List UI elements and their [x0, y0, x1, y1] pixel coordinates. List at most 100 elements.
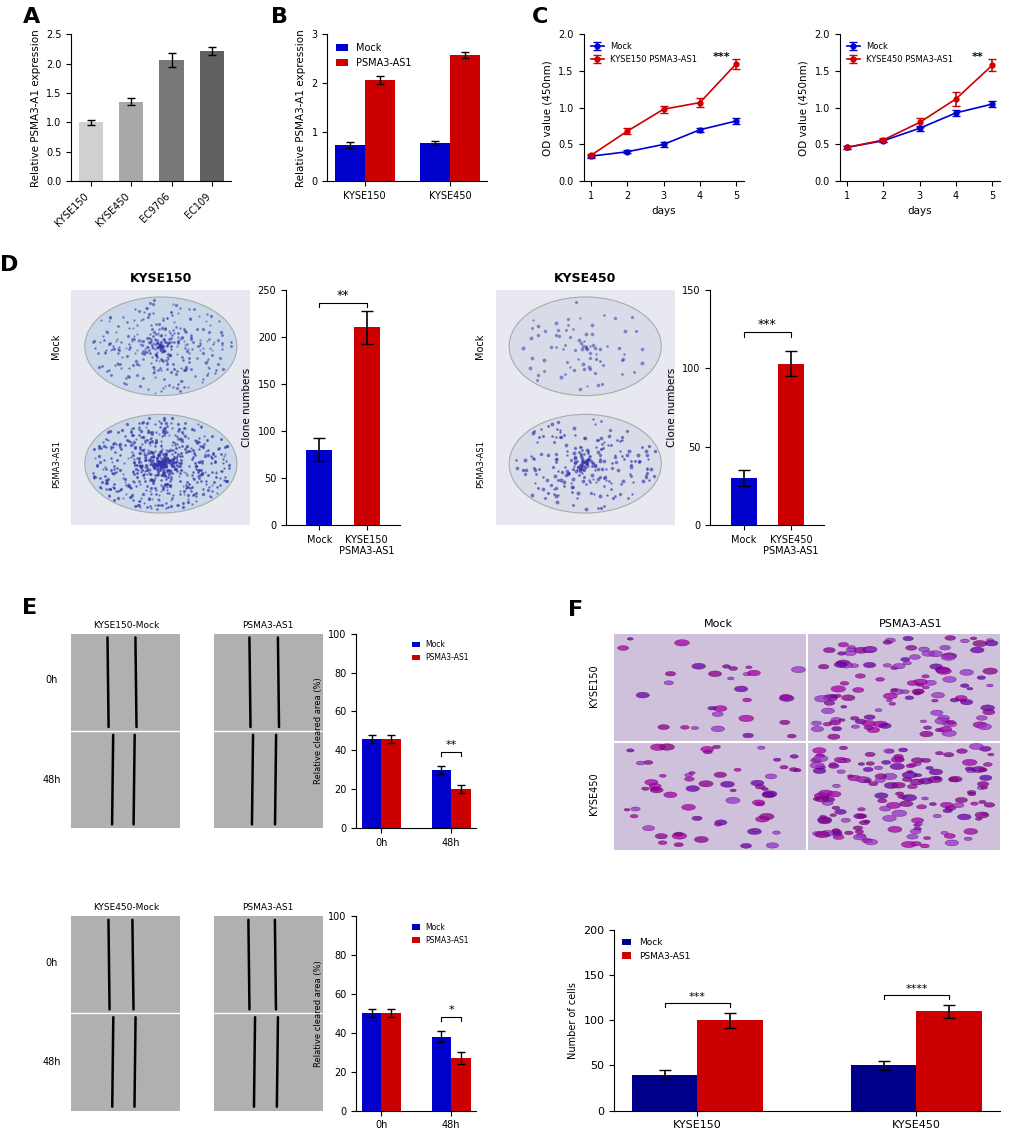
- Ellipse shape: [901, 842, 915, 847]
- Ellipse shape: [721, 665, 730, 669]
- Ellipse shape: [986, 753, 994, 756]
- Ellipse shape: [935, 668, 951, 674]
- Ellipse shape: [852, 826, 862, 830]
- Ellipse shape: [913, 692, 920, 695]
- Ellipse shape: [822, 722, 830, 726]
- Bar: [431, 769, 450, 828]
- Ellipse shape: [940, 831, 948, 835]
- Ellipse shape: [874, 779, 884, 782]
- Ellipse shape: [648, 783, 660, 789]
- Ellipse shape: [914, 689, 923, 693]
- FancyBboxPatch shape: [806, 742, 999, 851]
- Ellipse shape: [959, 698, 965, 702]
- Ellipse shape: [630, 814, 637, 818]
- Ellipse shape: [814, 831, 828, 838]
- FancyBboxPatch shape: [613, 633, 806, 742]
- Ellipse shape: [894, 757, 903, 761]
- Ellipse shape: [918, 777, 932, 784]
- Ellipse shape: [747, 670, 760, 676]
- Ellipse shape: [929, 664, 942, 669]
- Ellipse shape: [944, 635, 955, 640]
- Ellipse shape: [626, 749, 634, 752]
- Ellipse shape: [813, 792, 828, 799]
- Ellipse shape: [900, 689, 908, 694]
- Ellipse shape: [862, 662, 875, 668]
- Ellipse shape: [752, 800, 764, 805]
- Ellipse shape: [913, 827, 920, 830]
- Text: KYSE450: KYSE450: [553, 273, 615, 285]
- Ellipse shape: [761, 792, 774, 798]
- Ellipse shape: [688, 772, 695, 774]
- Ellipse shape: [969, 637, 976, 640]
- Ellipse shape: [966, 687, 972, 690]
- Ellipse shape: [927, 650, 942, 657]
- Ellipse shape: [810, 726, 823, 732]
- Ellipse shape: [855, 776, 868, 782]
- Ellipse shape: [820, 830, 834, 836]
- Ellipse shape: [674, 832, 683, 836]
- Ellipse shape: [854, 719, 865, 724]
- Ellipse shape: [814, 765, 824, 769]
- Ellipse shape: [780, 694, 791, 700]
- Ellipse shape: [913, 774, 921, 776]
- Ellipse shape: [847, 646, 855, 649]
- Ellipse shape: [865, 761, 873, 765]
- Bar: [450, 1058, 470, 1111]
- Ellipse shape: [946, 720, 955, 725]
- Ellipse shape: [882, 664, 891, 668]
- Ellipse shape: [948, 776, 961, 782]
- Ellipse shape: [959, 670, 972, 676]
- Ellipse shape: [923, 726, 929, 729]
- Ellipse shape: [857, 777, 870, 783]
- Y-axis label: OD value (450nm): OD value (450nm): [798, 60, 808, 156]
- Ellipse shape: [874, 709, 881, 712]
- Ellipse shape: [750, 780, 763, 785]
- Ellipse shape: [943, 721, 956, 727]
- Ellipse shape: [891, 757, 904, 763]
- Ellipse shape: [945, 840, 958, 846]
- Ellipse shape: [829, 695, 837, 697]
- Ellipse shape: [826, 734, 840, 740]
- Ellipse shape: [663, 792, 677, 798]
- Ellipse shape: [853, 647, 867, 654]
- Ellipse shape: [916, 805, 925, 810]
- Legend: Mock, PSMA3-AS1: Mock, PSMA3-AS1: [409, 638, 472, 665]
- Bar: [381, 1013, 400, 1111]
- Ellipse shape: [943, 752, 953, 757]
- Ellipse shape: [866, 727, 878, 733]
- Y-axis label: Relative PSMA3-A1 expression: Relative PSMA3-A1 expression: [31, 29, 41, 187]
- Ellipse shape: [684, 773, 692, 776]
- Ellipse shape: [863, 726, 873, 729]
- Ellipse shape: [713, 823, 721, 826]
- Ellipse shape: [742, 672, 750, 676]
- Ellipse shape: [890, 689, 903, 695]
- Ellipse shape: [827, 791, 841, 797]
- Ellipse shape: [910, 758, 923, 763]
- Ellipse shape: [922, 837, 929, 839]
- Ellipse shape: [790, 755, 798, 758]
- Bar: [915, 1011, 981, 1111]
- Ellipse shape: [719, 781, 734, 788]
- Text: PSMA3-AS1: PSMA3-AS1: [476, 440, 484, 488]
- Ellipse shape: [960, 700, 972, 705]
- Bar: [354, 327, 379, 524]
- Ellipse shape: [911, 818, 923, 823]
- Ellipse shape: [985, 639, 993, 641]
- Text: 48h: 48h: [43, 775, 61, 784]
- Ellipse shape: [684, 777, 694, 781]
- Ellipse shape: [856, 814, 866, 819]
- Text: E: E: [22, 598, 38, 618]
- Bar: [420, 143, 449, 181]
- Text: 0h: 0h: [46, 957, 58, 968]
- Bar: [334, 145, 365, 181]
- Ellipse shape: [945, 806, 955, 811]
- Ellipse shape: [898, 748, 907, 752]
- Y-axis label: Number of cells: Number of cells: [568, 982, 578, 1059]
- Ellipse shape: [923, 726, 930, 729]
- Ellipse shape: [948, 777, 958, 782]
- Ellipse shape: [927, 776, 942, 783]
- Ellipse shape: [952, 803, 963, 807]
- Ellipse shape: [906, 835, 917, 839]
- Ellipse shape: [928, 803, 935, 806]
- Ellipse shape: [811, 721, 820, 726]
